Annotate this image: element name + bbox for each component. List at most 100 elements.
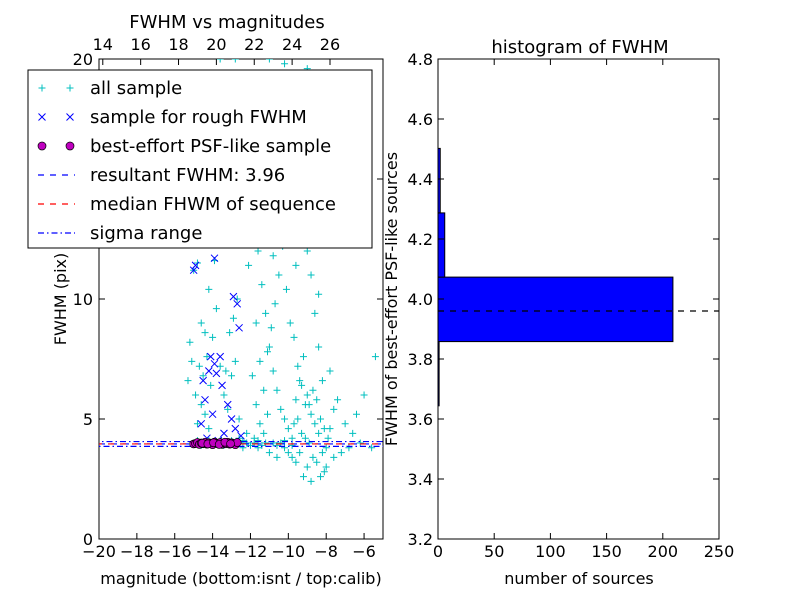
- legend-label: all sample: [90, 78, 182, 99]
- x-tick-label: −12: [234, 542, 268, 561]
- scatter-top-tick-labels: 14 16 18 20 22 24 26: [93, 35, 341, 54]
- top-tick-label: 14: [93, 35, 113, 54]
- all-sample-point: [330, 453, 338, 461]
- all-sample-point: [186, 338, 194, 346]
- all-sample-point: [199, 372, 207, 380]
- rough-fwhm-point: [210, 359, 219, 368]
- top-tick-label: 16: [130, 35, 150, 54]
- top-tick-label: 18: [168, 35, 188, 54]
- histogram-bar: [437, 276, 674, 343]
- all-sample-point: [262, 309, 270, 317]
- all-sample-point: [209, 333, 217, 341]
- all-sample-point: [294, 362, 302, 370]
- scatter-legend: all sample sample for rough FWHM best-effo…: [27, 69, 373, 249]
- all-sample-point: [229, 314, 237, 322]
- all-sample-point: [252, 401, 260, 409]
- rough-fwhm-point: [191, 261, 200, 270]
- all-sample-point: [258, 441, 266, 449]
- legend-label: best-effort PSF-like sample: [90, 136, 331, 157]
- histogram-title: histogram of FWHM: [491, 37, 668, 58]
- all-sample-point: [281, 60, 289, 68]
- all-sample-point: [216, 59, 224, 63]
- all-sample-point: [264, 348, 272, 356]
- x-tick-label: −18: [120, 542, 154, 561]
- scatter-x-tick-labels: −20 −18 −16 −14 −12 −10 −8 −6: [82, 542, 376, 561]
- rough-fwhm-point: [231, 424, 240, 433]
- scatter-marks: [99, 59, 383, 485]
- all-sample-point: [275, 271, 283, 279]
- legend-entry: best-effort PSF-like sample: [37, 136, 331, 157]
- top-tick-label: 26: [320, 35, 340, 54]
- all-sample-point: [371, 353, 379, 361]
- y-tick-label: 0: [83, 530, 93, 549]
- all-sample-point: [265, 343, 273, 351]
- rough-fwhm-point: [220, 429, 228, 438]
- all-sample-point: [222, 367, 230, 375]
- all-sample-point: [345, 444, 353, 452]
- y-tick-label: 3.2: [408, 530, 433, 549]
- y-tick-label: 4.6: [408, 110, 433, 129]
- histogram-y-tick-labels: 3.2 3.4 3.6 3.8 4.0 4.2 4.4 4.6 4.8: [408, 50, 433, 549]
- all-sample-point: [307, 477, 315, 485]
- all-sample-point: [201, 329, 209, 337]
- y-tick-label: 20: [73, 50, 93, 69]
- legend-x-marker: [66, 113, 74, 121]
- top-tick-label: 24: [282, 35, 302, 54]
- all-sample-point: [273, 386, 281, 394]
- all-sample-point: [292, 396, 300, 404]
- all-sample-point: [330, 405, 338, 413]
- all-sample-point: [307, 271, 315, 279]
- all-sample-point: [334, 396, 342, 404]
- x-tick-label: −10: [271, 542, 305, 561]
- all-sample-point: [184, 377, 192, 385]
- all-sample-point: [299, 473, 307, 481]
- legend-entry: median FHWM of sequence: [38, 194, 336, 215]
- scatter-chart: FWHM vs magnitudes 14 16 18 20 22 24 26 −20 −18…: [27, 12, 384, 588]
- all-sample-point: [265, 59, 273, 63]
- all-sample-point: [281, 415, 289, 423]
- rough-fwhm-point: [237, 431, 245, 440]
- all-sample-point: [201, 410, 209, 418]
- all-sample-point: [326, 367, 334, 375]
- all-sample-point: [305, 401, 313, 409]
- y-tick-label: 10: [73, 290, 93, 309]
- all-sample-point: [195, 362, 203, 370]
- all-sample-point: [288, 441, 296, 449]
- all-sample-point: [281, 444, 289, 452]
- y-tick-label: 5: [83, 410, 93, 429]
- all-sample-point: [269, 252, 277, 260]
- all-sample-point: [282, 285, 290, 293]
- y-tick-label: 3.8: [408, 350, 433, 369]
- histogram-x-tick-labels: 0 50 100 150 200 250: [433, 542, 734, 561]
- rough-fwhm-point: [235, 323, 243, 332]
- all-sample-point: [298, 381, 306, 389]
- all-sample-point: [262, 439, 270, 447]
- all-sample-point: [250, 439, 258, 447]
- all-sample-point: [286, 319, 294, 327]
- all-sample-point: [318, 449, 326, 457]
- all-sample-point: [216, 362, 224, 370]
- all-sample-point: [212, 305, 220, 313]
- all-sample-point: [254, 437, 262, 445]
- histogram-chart: histogram of FWHM 0 50 100 150 200 250 3.2 3.4…: [382, 37, 734, 588]
- all-sample-point: [315, 343, 323, 351]
- all-sample-point: [203, 353, 211, 361]
- all-sample-point: [260, 429, 268, 437]
- all-sample-point: [311, 309, 319, 317]
- rough-fwhm-point: [199, 376, 207, 385]
- legend-x-marker: [38, 113, 46, 121]
- all-sample-point: [305, 439, 313, 447]
- all-sample-point: [269, 367, 277, 375]
- rough-fwhm-point: [218, 381, 226, 390]
- all-sample-point: [231, 357, 239, 365]
- all-sample-point: [277, 439, 285, 447]
- all-sample-point: [341, 420, 349, 428]
- all-sample-point: [315, 290, 323, 298]
- all-sample-point: [313, 396, 321, 404]
- histogram-bar: [437, 147, 441, 214]
- all-sample-point: [281, 437, 289, 445]
- all-sample-point: [231, 59, 239, 63]
- all-sample-point: [292, 458, 300, 466]
- all-sample-point: [248, 372, 256, 380]
- all-sample-point: [226, 329, 234, 337]
